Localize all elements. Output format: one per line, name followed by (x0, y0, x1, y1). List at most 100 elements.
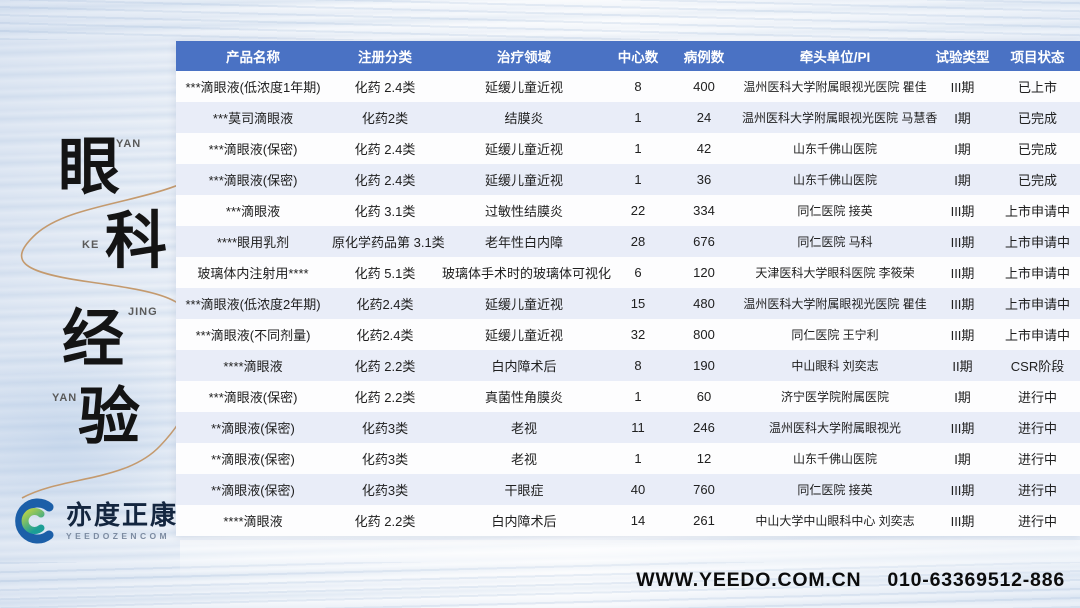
title-char-1: 眼 (58, 130, 121, 203)
table-cell: 山东千佛山医院 (792, 142, 877, 156)
table-cell: 8 (634, 358, 642, 373)
table-cell: 延缓儿童近视 (484, 142, 563, 157)
table-row: ***滴眼液 化药 3.1类 过敏性结膜炎 22 334 同仁医院 接英 III期 上市申请中 (176, 195, 1080, 226)
column-header: 试验类型 (930, 41, 995, 71)
title-pinyin-4: YAN (52, 392, 78, 404)
table-cell: ****滴眼液 (223, 359, 283, 374)
title-pinyin-1: YAN (116, 138, 142, 150)
table-cell: 120 (693, 265, 715, 280)
table-cell: 8 (634, 79, 642, 94)
table-cell: 进行中 (1017, 421, 1057, 436)
table-cell: **滴眼液(保密) (211, 452, 295, 467)
table-row: ***滴眼液(不同剂量) 化药2.4类 延缓儿童近视 32 800 同仁医院 王宁利 III… (176, 319, 1080, 350)
brush-texture-top (0, 0, 1080, 40)
table-cell: 延缓儿童近视 (484, 80, 563, 95)
table-cell: ***滴眼液 (225, 204, 281, 219)
table-cell: 干眼症 (504, 483, 544, 498)
table-cell: 已完成 (1017, 173, 1057, 188)
table-cell: 24 (696, 110, 712, 125)
table-cell: 过敏性结膜炎 (484, 204, 563, 219)
table-cell: II期 (952, 359, 973, 374)
table-cell: **滴眼液(保密) (211, 483, 295, 498)
table-cell: 白内障术后 (491, 514, 557, 529)
table-row: ****滴眼液 化药 2.2类 白内障术后 8 190 中山眼科 刘奕志 II期 CSR阶段 (176, 350, 1080, 381)
footer-contact: WWW.YEEDO.COM.CN 010-63369512-886 (636, 569, 1065, 592)
table-cell: 天津医科大学眼科医院 李筱荣 (755, 266, 915, 280)
table-cell: ***滴眼液(保密) (208, 390, 298, 405)
table-cell: 同仁医院 接英 (797, 483, 873, 497)
table-cell: III期 (950, 204, 975, 219)
table-row: ***滴眼液(低浓度2年期) 化药2.4类 延缓儿童近视 15 480 温州医科大学附属眼… (176, 288, 1080, 319)
logo-c-icon (15, 498, 54, 544)
table-cell: 上市申请中 (1004, 328, 1070, 343)
title-char-4: 验 (78, 380, 141, 453)
table-cell: 化药3类 (361, 421, 409, 436)
table-cell: 温州医科大学附属眼视光医院 瞿佳 (743, 297, 927, 311)
column-header: 中心数 (608, 41, 668, 71)
vertical-title: 眼 YAN 科 KE 经 JING 验 YAN (0, 60, 220, 499)
table-cell: 化药2类 (361, 111, 409, 126)
table-cell: 延缓儿童近视 (484, 328, 563, 343)
title-char-2: 科 (105, 204, 168, 277)
column-header: 注册分类 (330, 41, 440, 71)
table-cell: 已完成 (1017, 142, 1057, 157)
table-cell: 上市申请中 (1004, 266, 1070, 281)
table-cell: 温州医科大学附属眼视光医院 瞿佳 (743, 80, 927, 94)
title-char-3: 经 (62, 302, 125, 375)
table-cell: 上市申请中 (1004, 297, 1070, 312)
table-row: **滴眼液(保密) 化药3类 老视 1 12 山东千佛山医院 I期 进行中 (176, 443, 1080, 474)
table-cell: 28 (630, 234, 646, 249)
column-header: 项目状态 (995, 41, 1080, 71)
company-logo: 亦度正康 YEEDOZENCOM (10, 497, 178, 545)
table-cell: 6 (634, 265, 642, 280)
table-cell: 济宁医学院附属医院 (780, 390, 889, 404)
table-cell: 化药3类 (361, 452, 409, 467)
table-cell: III期 (950, 328, 975, 343)
table-cell: ****眼用乳剂 (216, 235, 290, 250)
table-cell: III期 (950, 514, 975, 529)
table-cell: 山东千佛山医院 (792, 452, 877, 466)
table-cell: 12 (696, 451, 712, 466)
table-cell: 真菌性角膜炎 (484, 390, 563, 405)
table-cell: 246 (693, 420, 715, 435)
decorative-swoosh-line (20, 171, 207, 499)
table-cell: 化药 3.1类 (354, 204, 416, 219)
table-row: ***滴眼液(保密) 化药 2.4类 延缓儿童近视 1 42 山东千佛山医院 I期 已完成 (176, 133, 1080, 164)
table-cell: 1 (634, 141, 642, 156)
table-cell: 化药 2.2类 (354, 514, 416, 529)
table-cell: 化药2.4类 (356, 297, 414, 312)
table-row: ***滴眼液(低浓度1年期) 化药 2.4类 延缓儿童近视 8 400 温州医科大学附属眼… (176, 71, 1080, 102)
table-cell: 进行中 (1017, 452, 1057, 467)
table-cell: 进行中 (1017, 483, 1057, 498)
table-cell: I期 (954, 390, 971, 405)
table-cell: 老视 (510, 452, 537, 467)
table-row: **滴眼液(保密) 化药3类 干眼症 40 760 同仁医院 接英 III期 进行中 (176, 474, 1080, 505)
table-row: ***滴眼液(保密) 化药 2.4类 延缓儿童近视 1 36 山东千佛山医院 I期 已完成 (176, 164, 1080, 195)
table-cell: III期 (950, 421, 975, 436)
table-cell: 32 (630, 327, 646, 342)
table-cell: 化药 2.4类 (354, 173, 416, 188)
table-cell: 1 (634, 451, 642, 466)
table-cell: 中山眼科 刘奕志 (791, 359, 879, 373)
logo-company-name: 亦度正康 (66, 499, 179, 530)
column-header: 治疗领域 (440, 41, 608, 71)
table-cell: 温州医科大学附属眼视光医院 马慧香 (742, 111, 938, 125)
table-cell: **滴眼液(保密) (211, 421, 295, 436)
table-cell: 同仁医院 接英 (797, 204, 873, 218)
table-cell: 同仁医院 王宁利 (791, 328, 879, 342)
table-cell: 老视 (510, 421, 537, 436)
table-cell: 已上市 (1017, 80, 1057, 95)
table-cell: ***滴眼液(低浓度1年期) (185, 80, 321, 95)
table-cell: 1 (634, 172, 642, 187)
column-header: 牵头单位/PI (740, 41, 930, 71)
table-cell: 玻璃体内注射用**** (197, 266, 309, 281)
phone-text: 010-63369512-886 (887, 569, 1065, 591)
table-cell: 15 (630, 296, 646, 311)
table-cell: III期 (950, 483, 975, 498)
table-cell: 40 (630, 482, 646, 497)
table-cell: 同仁医院 马科 (797, 235, 873, 249)
table-row: **滴眼液(保密) 化药3类 老视 11 246 温州医科大学附属眼视光 III期 进行中 (176, 412, 1080, 443)
table-row: ***莫司滴眼液 化药2类 结膜炎 1 24 温州医科大学附属眼视光医院 马慧香 I期 已完成 (176, 102, 1080, 133)
table-cell: 1 (634, 110, 642, 125)
table-cell: CSR阶段 (1010, 359, 1065, 374)
